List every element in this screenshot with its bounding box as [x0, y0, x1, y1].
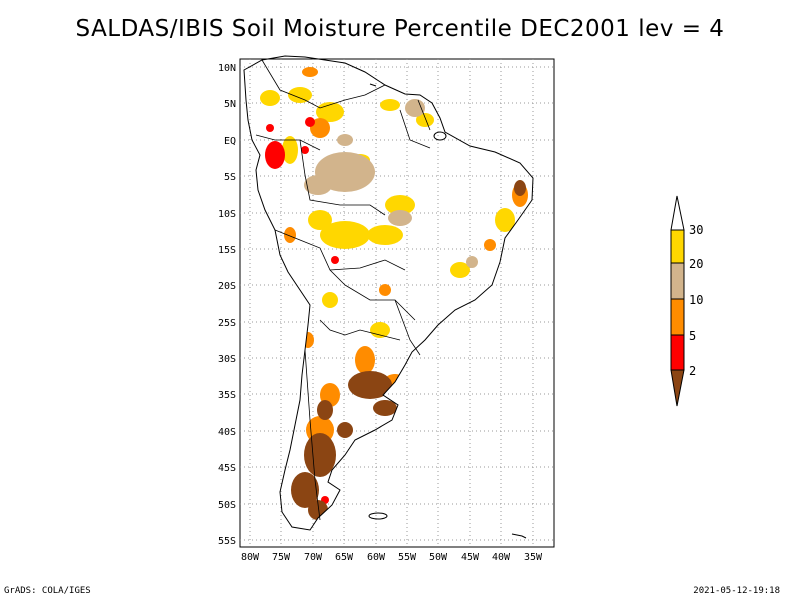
plot-frame [239, 58, 555, 548]
lat-label-50s: 50S [218, 500, 236, 511]
lon-label-40w: 40W [492, 552, 511, 563]
colorbar-box-20-30 [670, 229, 685, 264]
colorbar-label-20: 20 [689, 257, 703, 271]
shade-20-30 [260, 87, 515, 338]
trinidad-island [369, 83, 377, 87]
colorbar-box-5-10 [670, 298, 685, 336]
lat-label-10s: 10S [218, 209, 236, 220]
colorbar-legend: 30 20 10 5 2 [670, 195, 703, 407]
lon-tick-labels: 80W 75W 70W 65W 60W 55W 50W 45W 40W 35W [241, 552, 543, 563]
map-title: SALDAS/IBIS Soil Moisture Percentile DEC… [75, 16, 725, 42]
colorbar-label-30: 30 [689, 223, 703, 237]
footer-timestamp: 2021-05-12-19:18 [693, 586, 780, 596]
lat-label-35s: 35S [218, 390, 236, 401]
lon-label-35w: 35W [524, 552, 543, 563]
lat-label-25s: 25S [218, 318, 236, 329]
shade-5-10 [284, 67, 528, 444]
lat-label-40s: 40S [218, 427, 236, 438]
marajo-island [433, 131, 447, 141]
continent-coastline [243, 55, 534, 531]
lat-tick-labels: 10N 5N EQ 5S 10S 15S 20S 25S 30S 35S 40S… [218, 63, 236, 547]
graticule [240, 59, 554, 547]
colorbar-bottom-arrow [670, 369, 685, 407]
lat-label-eq: EQ [224, 136, 236, 147]
lat-label-10n: 10N [218, 63, 236, 74]
footer-credit: GrADS: COLA/IGES [4, 586, 91, 596]
colorbar-label-5: 5 [689, 329, 696, 343]
lat-label-55s: 55S [218, 536, 236, 547]
lat-label-5s: 5S [224, 172, 236, 183]
colorbar-label-2: 2 [689, 364, 696, 378]
lon-label-80w: 80W [241, 552, 260, 563]
lon-label-55w: 55W [398, 552, 417, 563]
shade-2-5 [265, 117, 339, 504]
lat-label-30s: 30S [218, 354, 236, 365]
lon-label-45w: 45W [461, 552, 480, 563]
colorbar-box-10-20 [670, 262, 685, 300]
country-borders [255, 59, 431, 521]
lat-label-5n: 5N [224, 99, 236, 110]
lat-label-15s: 15S [218, 245, 236, 256]
shaded-field [260, 67, 528, 520]
lon-label-75w: 75W [272, 552, 291, 563]
lat-label-45s: 45S [218, 463, 236, 474]
colorbar-label-10: 10 [689, 293, 703, 307]
lon-label-65w: 65W [335, 552, 354, 563]
colorbar-top-arrow [670, 195, 685, 231]
colorbar-box-2-5 [670, 334, 685, 371]
lon-label-60w: 60W [367, 552, 386, 563]
lat-label-20s: 20S [218, 281, 236, 292]
south-georgia [511, 533, 527, 539]
shade-10-20 [304, 99, 478, 268]
lon-label-50w: 50W [429, 552, 448, 563]
falkland-islands [368, 512, 388, 520]
lon-label-70w: 70W [304, 552, 323, 563]
